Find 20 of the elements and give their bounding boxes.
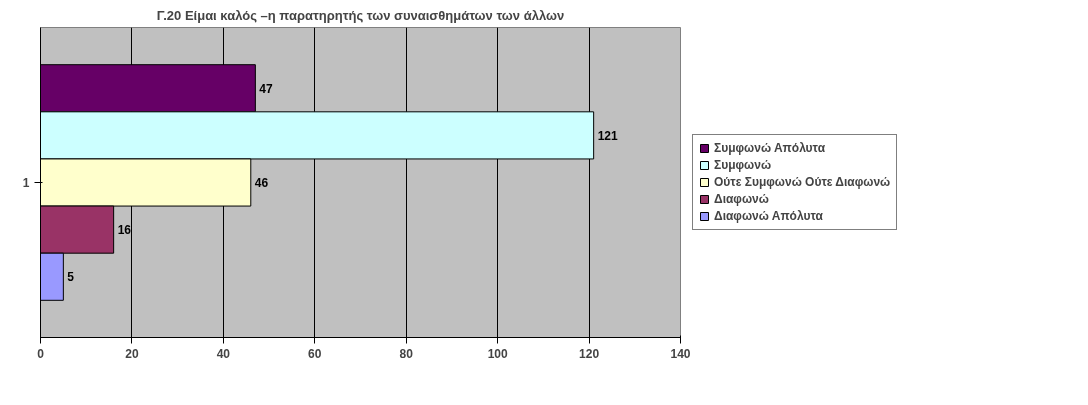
x-tick-label: 60 [308, 346, 322, 361]
legend-label: Διαφωνώ [714, 192, 769, 206]
data-label: 46 [254, 176, 269, 190]
chart-title: Γ.20 Είμαι καλός –η παρατηρητής των συναισθημάτων των άλλων [156, 7, 565, 23]
data-label: 16 [117, 223, 132, 238]
x-tick-label: 120 [579, 346, 600, 361]
x-tick-label: 0 [37, 346, 45, 361]
legend-label: Διαφωνώ Απόλυτα [714, 209, 823, 223]
legend-label: Συμφωνώ Απόλυτα [714, 141, 826, 155]
x-tick-label: 140 [670, 346, 691, 361]
x-tick-label: 80 [399, 346, 414, 361]
x-tick-label: 20 [125, 346, 139, 361]
data-label: 47 [259, 81, 274, 96]
legend-label: Ούτε Συμφωνώ Ούτε Διαφωνώ [714, 175, 891, 189]
data-label: 121 [597, 128, 618, 143]
data-label: 5 [67, 270, 75, 285]
x-tick-label: 100 [487, 346, 508, 361]
x-tick-label: 40 [216, 346, 231, 361]
legend-label: Συμφωνώ [714, 158, 772, 172]
y-tick-label: 1 [22, 176, 30, 190]
